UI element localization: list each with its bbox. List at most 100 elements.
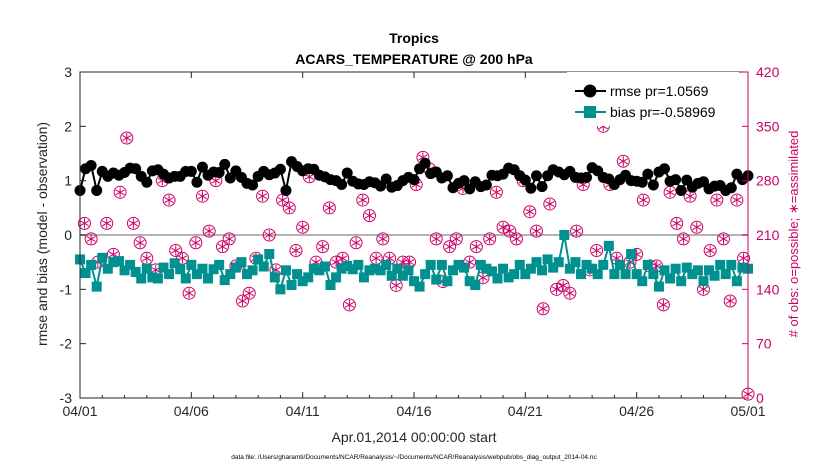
legend: rmse pr=1.0569 bias pr=-0.58969 [567, 72, 739, 126]
rmse-point [725, 182, 737, 194]
rmse-point [636, 176, 648, 188]
bias-point [603, 240, 614, 251]
bias-point [431, 274, 442, 285]
bias-point [659, 265, 670, 276]
bias-point [303, 272, 314, 283]
obs-marker [262, 228, 276, 242]
y2-tick-label: 140 [756, 281, 780, 297]
x-tick-label: 04/01 [62, 403, 97, 419]
bias-point [230, 262, 241, 273]
bias-point [503, 272, 514, 283]
rmse-point [458, 175, 470, 187]
obs-marker [356, 193, 370, 207]
bias-point [80, 268, 91, 279]
bias-point [158, 262, 169, 273]
bias-point [509, 269, 520, 280]
obs-marker [449, 232, 463, 246]
rmse-point [480, 179, 492, 191]
obs-count-markers [77, 119, 755, 401]
x-axis-label: Apr.01,2014 00:00:00 start [331, 429, 496, 445]
obs-marker [126, 216, 140, 230]
rmse-point [336, 178, 348, 190]
bias-point [386, 270, 397, 281]
bias-point [420, 269, 431, 280]
bias-point [147, 272, 158, 283]
y2-tick-label: 420 [756, 64, 780, 80]
bias-point [715, 259, 726, 270]
bias-point [609, 269, 620, 280]
bias-point [275, 284, 286, 295]
bias-point [214, 259, 225, 270]
obs-marker [140, 251, 154, 265]
y2-tick-label: 280 [756, 173, 780, 189]
obs-marker [556, 278, 570, 292]
bias-point [308, 263, 319, 274]
rmse-point [408, 174, 420, 186]
bias-point [564, 263, 575, 274]
y-tick-label: -2 [60, 336, 73, 352]
bias-point [175, 264, 186, 275]
bias-point [219, 275, 230, 286]
bias-point [553, 257, 564, 268]
bias-point [342, 260, 353, 271]
rmse-point [247, 179, 259, 191]
rmse-point [675, 184, 687, 196]
bias-point [336, 263, 347, 274]
obs-marker [169, 244, 183, 258]
obs-marker [703, 244, 717, 258]
bias-point [197, 263, 208, 274]
bias-point [737, 262, 748, 273]
y2-tick-label: 0 [756, 390, 764, 406]
obs-marker [84, 232, 98, 246]
obs-marker [216, 240, 230, 254]
legend-bias-marker [584, 106, 596, 118]
obs-marker [590, 244, 604, 258]
y-axis-label: rmse and bias (model - observation) [34, 122, 50, 346]
bias-point [414, 281, 425, 292]
bias-point [364, 265, 375, 276]
bias-point [570, 257, 581, 268]
rmse-point [219, 158, 231, 170]
bias-point [286, 279, 297, 290]
rmse-point [530, 170, 542, 182]
bias-point [665, 273, 676, 284]
bias-point [726, 259, 737, 270]
bias-point [392, 263, 403, 274]
bias-point [325, 279, 336, 290]
bias-point [242, 269, 252, 280]
obs-marker [690, 220, 704, 234]
obs-marker [349, 236, 363, 250]
y2-tick-label: 350 [756, 118, 780, 134]
y2-tick-label: 70 [756, 336, 772, 352]
bias-point [102, 263, 113, 274]
bias-point [164, 269, 175, 280]
obs-marker [342, 298, 356, 312]
bias-point [559, 230, 570, 240]
bias-point [486, 266, 497, 277]
rmse-point [642, 168, 654, 180]
obs-marker [570, 224, 584, 238]
bias-point [481, 263, 492, 274]
bias-point [626, 249, 637, 260]
bias-point [720, 269, 731, 280]
bias-point [492, 273, 503, 284]
obs-marker [182, 286, 196, 300]
obs-marker [523, 205, 537, 219]
bias-point [347, 264, 358, 275]
bias-point [542, 254, 553, 265]
bias-point [358, 272, 369, 283]
bias-point [253, 254, 264, 265]
bias-point [525, 263, 536, 274]
bias-point [698, 276, 709, 287]
bias-point [297, 276, 308, 287]
rmse-point [670, 174, 682, 186]
obs-marker [120, 131, 134, 145]
bias-point [203, 273, 214, 284]
x-tick-label: 04/16 [396, 403, 431, 419]
y-axis-ticks: -3 -2 -1 0 1 2 3 [60, 64, 86, 406]
bias-point [225, 269, 236, 280]
obs-marker [202, 224, 216, 238]
bias-point [208, 264, 219, 275]
bias-point [614, 259, 625, 270]
